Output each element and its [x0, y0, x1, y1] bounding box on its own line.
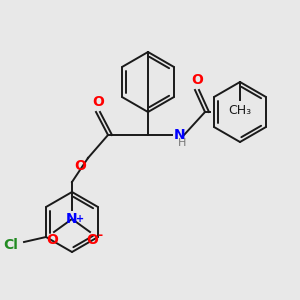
Text: O: O: [191, 73, 203, 87]
Text: N: N: [66, 212, 78, 226]
Text: +: +: [76, 214, 84, 224]
Text: O: O: [46, 233, 58, 247]
Text: Cl: Cl: [4, 238, 19, 252]
Text: N: N: [174, 128, 186, 142]
Text: H: H: [178, 138, 186, 148]
Text: -: -: [98, 230, 103, 242]
Text: O: O: [86, 233, 98, 247]
Text: CH₃: CH₃: [228, 103, 252, 116]
Text: O: O: [92, 95, 104, 109]
Text: O: O: [74, 159, 86, 173]
